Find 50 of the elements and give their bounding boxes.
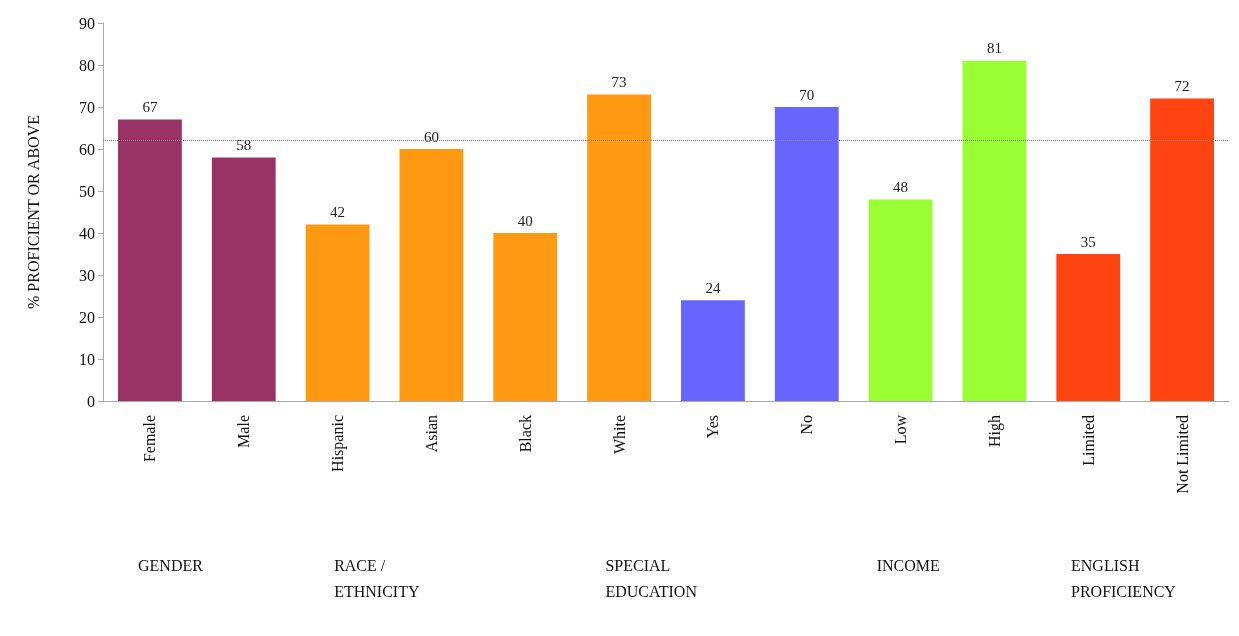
bar (493, 233, 558, 401)
bar (587, 94, 651, 401)
bar (399, 149, 464, 401)
x-tick-label: Female (141, 415, 159, 463)
data-label: 42 (330, 204, 346, 221)
y-tick-label: 60 (79, 140, 95, 158)
y-tick-label: 10 (79, 350, 95, 368)
x-tick-label: Black (516, 415, 534, 453)
data-label: 73 (611, 73, 627, 90)
x-tick-label: No (798, 415, 816, 435)
data-label: 24 (705, 279, 721, 296)
x-tick-label: Limited (1079, 415, 1097, 466)
bar (774, 107, 839, 401)
data-label: 67 (142, 99, 158, 116)
y-axis-title: % PROFICIENT OR ABOVE (24, 115, 42, 309)
bar (211, 157, 276, 401)
bar (305, 224, 370, 401)
text: SPECIAL EDUCATION (605, 556, 698, 602)
x-tick-label: Hispanic (329, 415, 348, 472)
y-tick-label: 20 (79, 308, 95, 326)
text: INCOME (876, 556, 940, 576)
data-label: 35 (1080, 233, 1096, 250)
x-tick-label: White (610, 415, 628, 455)
x-tick-label: High (985, 415, 1004, 447)
bar (1150, 98, 1214, 401)
y-tick-label: 80 (79, 56, 95, 74)
y-tick-label: 40 (79, 224, 95, 242)
text: RACE / ETHNICITY (334, 556, 421, 602)
x-tick-label: Not Limited (1173, 415, 1191, 494)
data-label: 40 (517, 212, 533, 229)
y-tick-label: 30 (79, 266, 95, 284)
bar (868, 199, 933, 401)
bar (681, 300, 745, 401)
data-label: 48 (893, 178, 909, 195)
bar (118, 119, 182, 401)
bar (962, 60, 1027, 401)
x-tick-label: Asian (422, 415, 440, 453)
bar (1056, 254, 1121, 401)
y-tick-label: 70 (79, 98, 95, 116)
y-tick-label: 90 (79, 14, 95, 32)
y-tick-label: 0 (87, 392, 95, 410)
x-tick-label: Male (235, 415, 253, 448)
y-tick-label: 50 (79, 182, 95, 200)
x-tick-label: Low (892, 414, 910, 445)
data-label: 81 (986, 40, 1002, 57)
data-label: 72 (1174, 78, 1190, 95)
x-tick-label: Yes (704, 415, 722, 439)
text: ENGLISH PROFICIENCY (1071, 556, 1177, 602)
text: GENDER (138, 556, 203, 576)
data-label: 70 (799, 86, 815, 103)
